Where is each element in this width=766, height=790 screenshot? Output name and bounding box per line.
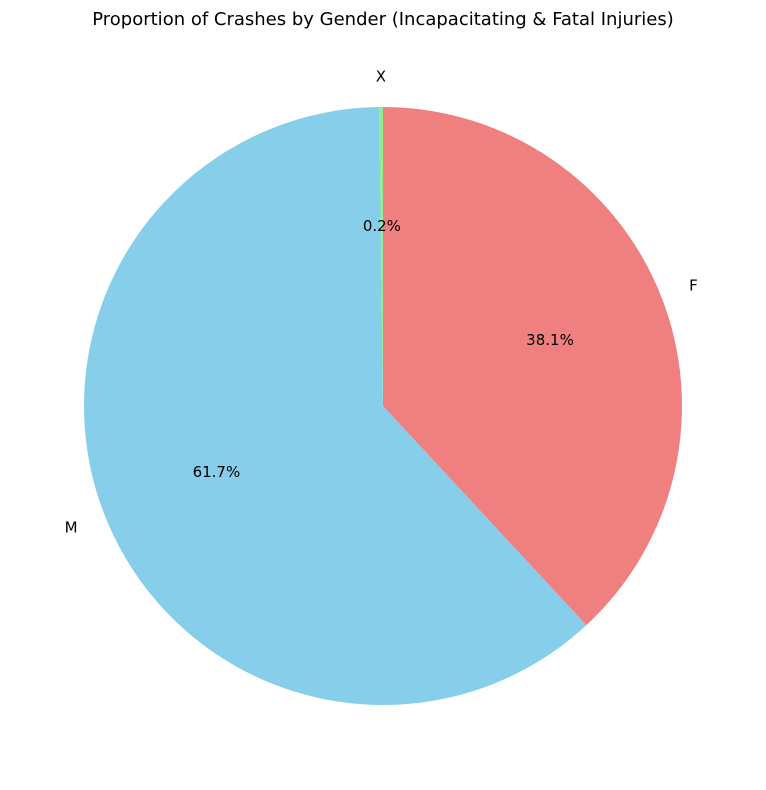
slice-label-f: F (689, 276, 698, 294)
slice-percent-m: 61.7% (193, 463, 241, 481)
slice-label-m: M (65, 519, 78, 537)
pie-slice-f (383, 107, 682, 626)
pie-slice-m (83, 107, 587, 706)
pie-slice-x (379, 107, 383, 406)
pie-slices (83, 107, 682, 706)
pie-labels: F 38.1% M 61.7% X 0.2% (65, 68, 698, 537)
chart-title: Proportion of Crashes by Gender (Incapac… (92, 9, 674, 30)
slice-percent-x: 0.2% (363, 217, 401, 235)
slice-percent-f: 38.1% (526, 331, 574, 349)
slice-label-x: X (376, 68, 386, 86)
